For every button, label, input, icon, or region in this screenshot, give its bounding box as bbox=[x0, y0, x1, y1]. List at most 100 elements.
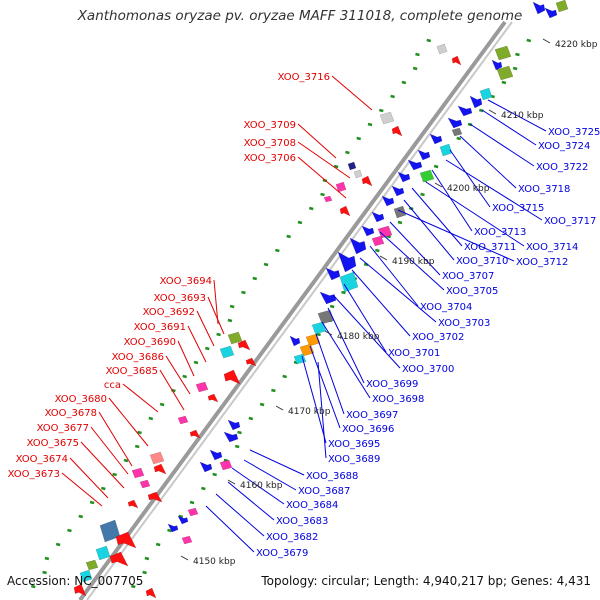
gene-feature bbox=[335, 181, 347, 193]
gene-label-xoo-3715[interactable]: XOO_3715 bbox=[492, 203, 544, 214]
left-label-connector bbox=[297, 123, 337, 159]
left-label-connector bbox=[331, 75, 373, 111]
gene-label-xoo-3703[interactable]: XOO_3703 bbox=[438, 318, 490, 329]
gene-arrow-reverse bbox=[371, 211, 385, 223]
gene-label-xoo-3693[interactable]: XOO_3693 bbox=[154, 293, 206, 304]
gene-label-xoo-3701[interactable]: XOO_3701 bbox=[388, 348, 440, 359]
gene-label-xoo-3706[interactable]: XOO_3706 bbox=[244, 153, 296, 164]
right-label-connector bbox=[481, 109, 537, 146]
gene-label-xoo-3694[interactable]: XOO_3694 bbox=[160, 276, 212, 287]
gene-label-xoo-3684[interactable]: XOO_3684 bbox=[286, 500, 338, 511]
gene-label-xoo-3675[interactable]: XOO_3675 bbox=[27, 438, 79, 449]
gene-arrow-reverse bbox=[407, 159, 423, 171]
gene-arrow-forward bbox=[451, 55, 462, 66]
gene-label-xoo-3718[interactable]: XOO_3718 bbox=[518, 184, 570, 195]
gc-tick bbox=[329, 304, 335, 309]
gene-arrow-reverse bbox=[325, 267, 341, 281]
gene-label-xoo-3677[interactable]: XOO_3677 bbox=[37, 423, 89, 434]
gc-tick bbox=[501, 80, 507, 85]
gc-tick bbox=[375, 248, 380, 253]
gene-arrow-reverse bbox=[417, 149, 431, 161]
scale-label: 4150 kbp bbox=[193, 557, 236, 567]
gene-label-xoo-3700[interactable]: XOO_3700 bbox=[402, 364, 454, 375]
genome-backbone-shadow bbox=[86, 21, 513, 600]
gene-label-xoo-3712[interactable]: XOO_3712 bbox=[516, 257, 568, 268]
gene-label-cca[interactable]: cca bbox=[104, 380, 121, 391]
gene-arrow-forward bbox=[115, 531, 137, 549]
gc-tick bbox=[390, 94, 395, 99]
gene-label-xoo-3698[interactable]: XOO_3698 bbox=[372, 394, 424, 405]
gene-label-xoo-3707[interactable]: XOO_3707 bbox=[442, 271, 494, 282]
gene-label-xoo-3697[interactable]: XOO_3697 bbox=[346, 410, 398, 421]
gene-feature bbox=[195, 381, 209, 393]
right-label-connector bbox=[333, 295, 401, 369]
gc-tick bbox=[378, 108, 384, 113]
right-label-connector bbox=[425, 181, 525, 247]
gene-label-xoo-3690[interactable]: XOO_3690 bbox=[124, 337, 176, 348]
gene-label-xoo-3702[interactable]: XOO_3702 bbox=[412, 332, 464, 343]
scale-label: 4160 kbp bbox=[240, 481, 283, 491]
scale-label: 4210 kbp bbox=[501, 111, 544, 121]
gc-tick bbox=[142, 570, 147, 575]
gene-label-xoo-3680[interactable]: XOO_3680 bbox=[55, 394, 107, 405]
gc-tick bbox=[397, 220, 403, 225]
right-label-connector bbox=[227, 481, 275, 521]
gene-label-xoo-3674[interactable]: XOO_3674 bbox=[16, 454, 68, 465]
right-gene-labels: XOO_3725 XOO_3724 XOO_3722 XOO_3718 XOO_3715… bbox=[256, 127, 600, 559]
gene-label-xoo-3708[interactable]: XOO_3708 bbox=[244, 138, 296, 149]
gc-tick bbox=[515, 52, 520, 57]
gene-feature bbox=[323, 195, 333, 203]
gc-tick bbox=[316, 332, 321, 337]
right-label-connector bbox=[449, 149, 491, 208]
gene-label-xoo-3711[interactable]: XOO_3711 bbox=[464, 242, 516, 253]
accession-text: Accession: NC_007705 bbox=[7, 574, 144, 588]
gc-tick bbox=[130, 584, 136, 589]
gene-label-xoo-3679[interactable]: XOO_3679 bbox=[256, 548, 308, 559]
gene-arrow-forward bbox=[237, 339, 251, 351]
gene-arrow-reverse bbox=[397, 171, 411, 183]
gene-label-xoo-3717[interactable]: XOO_3717 bbox=[544, 216, 596, 227]
left-label-connector bbox=[196, 310, 215, 347]
gene-label-xoo-3691[interactable]: XOO_3691 bbox=[134, 322, 186, 333]
gc-tick bbox=[89, 500, 95, 505]
gene-label-xoo-3695[interactable]: XOO_3695 bbox=[328, 439, 380, 450]
gene-label-xoo-3704[interactable]: XOO_3704 bbox=[420, 302, 472, 313]
left-gene-labels: XOO_3716 XOO_3709 XOO_3708 XOO_3706 XOO_3694… bbox=[8, 72, 330, 480]
gc-tick bbox=[189, 500, 195, 505]
gc-tick bbox=[229, 304, 235, 309]
right-label-connector bbox=[301, 355, 327, 444]
gene-label-xoo-3682[interactable]: XOO_3682 bbox=[266, 532, 318, 543]
scale-label: 4170 kbp bbox=[288, 407, 331, 417]
gene-label-xoo-3688[interactable]: XOO_3688 bbox=[306, 471, 358, 482]
gene-label-xoo-3716[interactable]: XOO_3716 bbox=[278, 72, 330, 83]
gene-feature bbox=[311, 321, 327, 335]
gc-tick bbox=[167, 528, 172, 533]
gc-tick bbox=[78, 514, 84, 519]
left-label-connector bbox=[80, 441, 125, 489]
gene-label-xoo-3709[interactable]: XOO_3709 bbox=[244, 120, 296, 131]
gene-label-xoo-3683[interactable]: XOO_3683 bbox=[276, 516, 328, 527]
gene-label-xoo-3710[interactable]: XOO_3710 bbox=[456, 256, 508, 267]
gene-label-xoo-3722[interactable]: XOO_3722 bbox=[536, 162, 588, 173]
gene-label-xoo-3724[interactable]: XOO_3724 bbox=[538, 141, 590, 152]
gene-label-xoo-3687[interactable]: XOO_3687 bbox=[298, 486, 350, 497]
gene-label-xoo-3678[interactable]: XOO_3678 bbox=[45, 408, 97, 419]
right-label-connector bbox=[369, 245, 419, 307]
gene-label-xoo-3713[interactable]: XOO_3713 bbox=[474, 227, 526, 238]
gene-feature bbox=[305, 333, 321, 347]
gene-label-xoo-3705[interactable]: XOO_3705 bbox=[446, 286, 498, 297]
gene-label-xoo-3686[interactable]: XOO_3686 bbox=[112, 352, 164, 363]
gc-tick bbox=[420, 192, 425, 197]
gene-label-xoo-3696[interactable]: XOO_3696 bbox=[342, 424, 394, 435]
gene-label-xoo-3689[interactable]: XOO_3689 bbox=[328, 454, 380, 465]
gene-label-xoo-3714[interactable]: XOO_3714 bbox=[526, 242, 578, 253]
gene-label-xoo-3725[interactable]: XOO_3725 bbox=[548, 127, 600, 138]
gene-arrow-reverse bbox=[227, 419, 241, 431]
gene-label-xoo-3685[interactable]: XOO_3685 bbox=[106, 366, 158, 377]
gene-feature bbox=[494, 45, 512, 61]
gene-label-xoo-3692[interactable]: XOO_3692 bbox=[143, 307, 195, 318]
gene-arrow-reverse bbox=[177, 515, 189, 525]
gene-label-xoo-3673[interactable]: XOO_3673 bbox=[8, 469, 60, 480]
gene-label-xoo-3699[interactable]: XOO_3699 bbox=[366, 379, 418, 390]
gene-arrow-forward bbox=[145, 587, 157, 599]
